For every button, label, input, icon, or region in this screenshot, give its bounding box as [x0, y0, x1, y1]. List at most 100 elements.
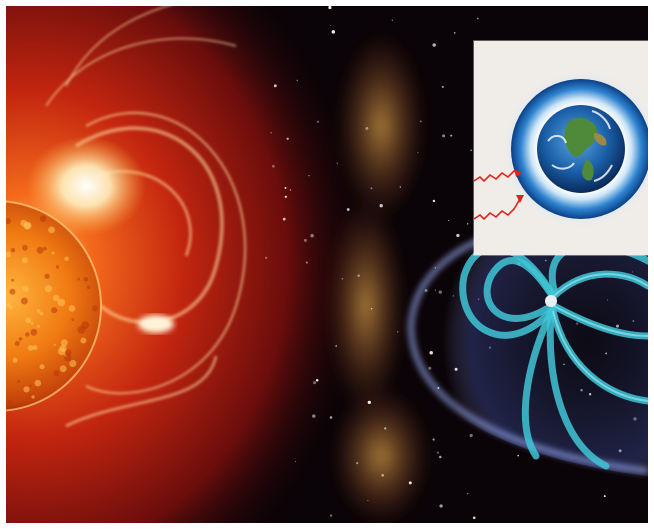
star [308, 174, 310, 177]
star [370, 308, 373, 310]
star [432, 199, 436, 203]
star [370, 187, 373, 190]
sun-limb [6, 200, 102, 412]
star [284, 195, 287, 198]
sun-granule [22, 285, 29, 292]
star [296, 79, 298, 82]
star [439, 455, 442, 459]
star [469, 433, 473, 438]
earth-small [545, 295, 557, 307]
star [391, 19, 393, 21]
sun-granule [80, 337, 87, 344]
star [453, 32, 456, 34]
star [273, 84, 277, 88]
sun-granule [6, 251, 11, 258]
star [329, 24, 332, 26]
sun-granule [9, 288, 16, 295]
sun-granule [69, 359, 77, 368]
arrow-head-top [514, 169, 522, 177]
star [286, 137, 289, 140]
star [312, 414, 316, 418]
sun-granule [31, 321, 34, 325]
radiation-arrows [474, 169, 521, 221]
sun-granule [37, 324, 40, 328]
star [356, 461, 359, 465]
sun-granule [29, 384, 32, 387]
sun-granule [60, 339, 68, 347]
sun-surface-texture [6, 215, 98, 405]
sun-granule [36, 246, 44, 254]
sun-granule [39, 311, 44, 316]
star [312, 380, 317, 385]
star [419, 120, 422, 123]
space-weather-illustration [6, 6, 648, 523]
star [367, 499, 369, 502]
star [384, 427, 387, 430]
sun-granule [17, 380, 20, 383]
star [417, 152, 419, 154]
star [397, 331, 399, 333]
sun-granule [39, 215, 47, 222]
earth-atmosphere-inset [474, 41, 648, 255]
sun-granule [53, 370, 60, 377]
sun-granule [83, 277, 89, 282]
cloud-swirls [547, 110, 613, 182]
sun-granule [51, 251, 55, 255]
sun-granule [44, 285, 52, 293]
star [341, 277, 344, 280]
star [310, 233, 314, 238]
sun-granule [21, 257, 28, 264]
star [381, 474, 384, 477]
star [303, 238, 307, 242]
sun-granule [71, 318, 75, 321]
sun-granule [57, 298, 66, 307]
arrow-head-bottom [516, 195, 524, 203]
magnetic-field-glow [552, 273, 648, 402]
sun-granule [92, 305, 98, 312]
star [331, 30, 336, 34]
inset-canvas [474, 67, 648, 231]
star [265, 256, 268, 259]
star [305, 261, 308, 264]
sun-granule [6, 302, 11, 308]
star [442, 134, 446, 138]
sun-granule [20, 297, 28, 305]
sun-granule [23, 222, 32, 230]
star [272, 164, 275, 168]
sun-granule [18, 337, 23, 341]
star [408, 481, 412, 485]
star [436, 451, 439, 454]
sun-granule [14, 341, 20, 346]
sun-granule [65, 349, 72, 356]
sun-granule [34, 379, 42, 387]
star [517, 454, 519, 457]
sun-granule [23, 386, 30, 393]
star [315, 379, 319, 382]
sun-granule [32, 345, 38, 351]
star [289, 189, 292, 191]
sun-granule [48, 226, 55, 234]
sun [6, 201, 101, 411]
sun-granule [77, 277, 80, 281]
star [432, 43, 436, 47]
sun-granule [86, 285, 91, 289]
star [603, 495, 606, 498]
star [282, 217, 286, 221]
sun-granule [22, 244, 28, 251]
star [329, 416, 333, 419]
star [346, 208, 350, 211]
sun-granule [81, 321, 90, 330]
star [294, 460, 297, 463]
sun-granule [64, 256, 69, 261]
sun-granule [31, 395, 35, 399]
sun-granule [53, 343, 56, 346]
star [379, 204, 383, 208]
sun-granule [11, 278, 14, 282]
continents [564, 118, 607, 181]
star [270, 132, 272, 134]
sun-granule [39, 364, 45, 370]
star [450, 134, 453, 137]
star [439, 504, 443, 508]
sun-granule [52, 294, 60, 302]
cme-plume [326, 31, 431, 523]
